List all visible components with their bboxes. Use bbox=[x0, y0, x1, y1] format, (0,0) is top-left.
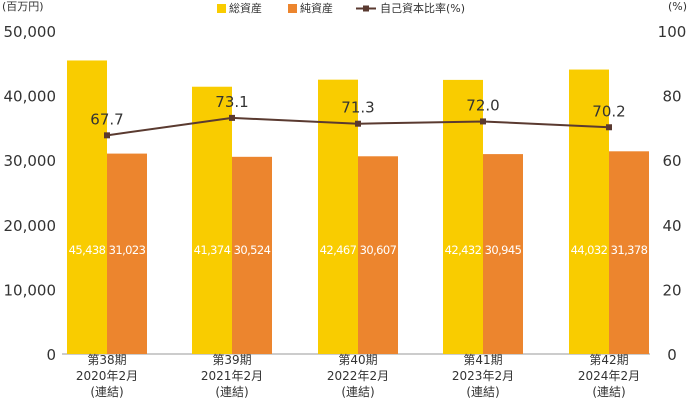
category-label: 2023年2月 bbox=[452, 369, 514, 383]
legend: 総資産 純資産 自己資本比率(%) bbox=[217, 1, 465, 15]
category-label: 第41期 bbox=[463, 353, 502, 367]
left-tick-label: 20,000 bbox=[4, 217, 57, 235]
category-label: (連結) bbox=[215, 385, 248, 399]
net-assets-bar bbox=[609, 151, 649, 354]
total-assets-value-label: 41,374 bbox=[194, 243, 231, 257]
net-assets-value-label: 30,945 bbox=[485, 243, 522, 257]
left-tick-label: 50,000 bbox=[4, 23, 57, 41]
legend-marker-equity-ratio bbox=[363, 5, 369, 12]
total-assets-bar bbox=[67, 60, 107, 354]
category-label: (連結) bbox=[592, 385, 625, 399]
total-assets-value-label: 44,032 bbox=[571, 243, 608, 257]
left-axis-ticks: 0 10,000 20,000 30,000 40,000 50,000 bbox=[4, 23, 57, 364]
right-tick-label: 80 bbox=[662, 88, 681, 106]
left-tick-label: 40,000 bbox=[4, 88, 57, 106]
category-label: 2024年2月 bbox=[578, 369, 640, 383]
left-axis: (百万円) 0 10,000 20,000 30,000 40,000 50,000 bbox=[2, 0, 56, 364]
equity-ratio-point bbox=[480, 118, 486, 125]
net-assets-value-label: 31,378 bbox=[611, 243, 648, 257]
total-assets-value-label: 45,438 bbox=[69, 243, 106, 257]
right-tick-label: 20 bbox=[662, 281, 681, 299]
category-label: (連結) bbox=[90, 385, 123, 399]
total-assets-bar bbox=[569, 69, 609, 354]
net-assets-bar bbox=[107, 153, 147, 354]
equity-ratio-series: 67.7 73.1 71.3 72.0 70.2 bbox=[90, 93, 626, 139]
equity-ratio-value-label: 71.3 bbox=[341, 99, 374, 117]
net-assets-value-label: 30,524 bbox=[234, 243, 271, 257]
total-assets-bar bbox=[443, 79, 483, 354]
equity-ratio-value-label: 72.0 bbox=[466, 96, 499, 114]
equity-ratio-point bbox=[104, 132, 110, 139]
category-label: 第40期 bbox=[338, 353, 377, 367]
right-tick-label: 0 bbox=[667, 346, 677, 364]
total-assets-value-label: 42,432 bbox=[445, 243, 482, 257]
net-assets-bar bbox=[232, 156, 272, 354]
category-label: 第38期 bbox=[87, 353, 126, 367]
right-tick-label: 100 bbox=[658, 23, 687, 41]
right-axis: (%) 0 20 40 60 80 100 bbox=[658, 0, 687, 364]
net-assets-bar bbox=[483, 154, 523, 354]
equity-ratio-value-label: 67.7 bbox=[90, 110, 123, 128]
bars bbox=[67, 60, 649, 354]
category-label: 第42期 bbox=[589, 353, 628, 367]
right-axis-unit: (%) bbox=[668, 0, 687, 13]
legend-label-equity-ratio: 自己資本比率(%) bbox=[380, 1, 465, 15]
category-label: (連結) bbox=[466, 385, 499, 399]
equity-ratio-value-label: 73.1 bbox=[215, 93, 248, 111]
right-tick-label: 60 bbox=[662, 152, 681, 170]
net-assets-value-label: 31,023 bbox=[109, 243, 146, 257]
left-tick-label: 30,000 bbox=[4, 152, 57, 170]
category-label: 2020年2月 bbox=[76, 369, 138, 383]
category-labels: 第38期 2020年2月 (連結) 第39期 2021年2月 (連結) 第40期 2022年2… bbox=[76, 353, 640, 399]
equity-ratio-value-label: 70.2 bbox=[592, 102, 625, 120]
left-tick-label: 10,000 bbox=[4, 281, 57, 299]
legend-label-net-assets: 純資産 bbox=[300, 2, 333, 15]
total-assets-bar bbox=[192, 86, 232, 354]
left-axis-unit: (百万円) bbox=[2, 0, 44, 13]
total-assets-value-label: 42,467 bbox=[320, 243, 357, 257]
right-axis-ticks: 0 20 40 60 80 100 bbox=[658, 23, 687, 364]
equity-ratio-point bbox=[606, 124, 612, 131]
legend-swatch-net-assets bbox=[288, 4, 297, 13]
bar-labels: 45,438 41,374 42,467 42,432 44,032 31,023 30,5… bbox=[69, 243, 649, 257]
total-assets-bar bbox=[318, 79, 358, 354]
left-tick-label: 0 bbox=[46, 346, 56, 364]
equity-ratio-point bbox=[229, 114, 235, 121]
net-assets-bar bbox=[358, 156, 398, 354]
category-label: (連結) bbox=[341, 385, 374, 399]
legend-swatch-total-assets bbox=[217, 4, 226, 13]
right-tick-label: 40 bbox=[662, 217, 681, 235]
legend-label-total-assets: 総資産 bbox=[229, 1, 262, 15]
equity-ratio-point bbox=[355, 120, 361, 127]
category-label: 2021年2月 bbox=[201, 369, 263, 383]
net-assets-value-label: 30,607 bbox=[360, 243, 397, 257]
category-label: 2022年2月 bbox=[327, 369, 389, 383]
category-label: 第39期 bbox=[212, 353, 251, 367]
